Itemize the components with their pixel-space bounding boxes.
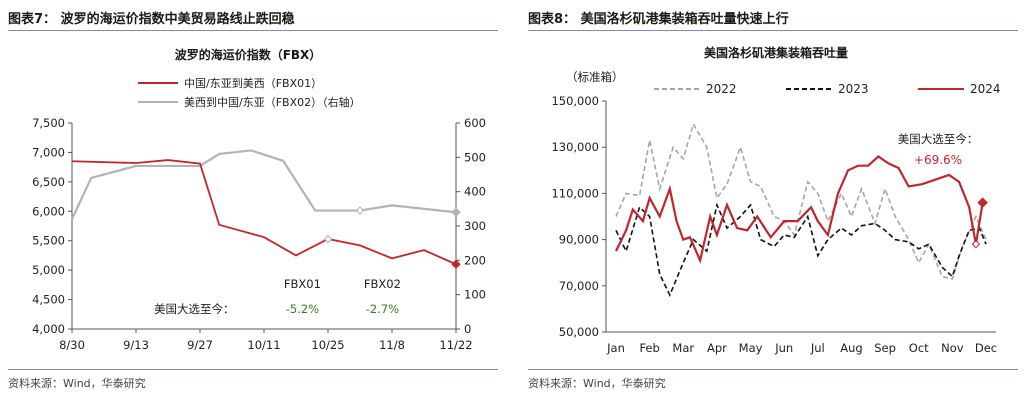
- x-tick-label: 10/11: [247, 338, 280, 352]
- annotation-row-label: 美国大选至今：: [154, 302, 235, 316]
- x-tick-label: Sep: [874, 341, 896, 355]
- y2-tick-label: 400: [464, 185, 486, 199]
- fbx01-election-marker: [323, 234, 333, 244]
- legend-label-2024: 2024: [970, 82, 1001, 96]
- x-tick-label: 11/22: [439, 338, 472, 352]
- right-source-note: 资料来源：Wind，华泰研究: [528, 377, 666, 390]
- x-tick-label: 8/30: [59, 338, 85, 352]
- left-panel-title: 图表7： 波罗的海运价指数中美贸易路线止跌回稳: [8, 12, 295, 27]
- x-tick-label: May: [739, 341, 763, 355]
- annotation-series-label: FBX01: [284, 277, 321, 291]
- x-tick-label: 10/25: [311, 338, 344, 352]
- annotation-value: -5.2%: [286, 302, 319, 316]
- series-line-fbx02: [71, 149, 457, 220]
- series-line-2023: [615, 202, 987, 297]
- y-tick-label: 5,500: [32, 234, 65, 248]
- x-tick-label: Jul: [810, 341, 825, 355]
- annotation-value: +69.6%: [914, 153, 962, 167]
- series-line-2024: [615, 155, 984, 264]
- right-chart: 美国洛杉矶港集装箱吞吐量 （标准箱） 2022 2023 2024 50,000 70,00…: [551, 45, 1001, 355]
- legend-label-1: 中国/东亚到美西（FBX01）: [184, 77, 322, 90]
- series-line-fbx01: [71, 159, 457, 266]
- y-tick-label: 4,000: [32, 322, 65, 336]
- fbx01-end-marker: [451, 259, 461, 269]
- fbx02-election-marker: [355, 206, 365, 215]
- right-footer-rule: [528, 369, 1018, 370]
- y2-tick-label: 500: [464, 150, 486, 164]
- y-tick-label: 130,000: [551, 140, 599, 154]
- x-tick-label: 9/27: [187, 338, 213, 352]
- series-line-2022: [615, 122, 987, 280]
- y-tick-label: 7,500: [32, 116, 65, 130]
- y-tick-label: 7,000: [32, 145, 65, 159]
- x-tick-label: Apr: [707, 341, 727, 355]
- left-chart: 波罗的海运价指数（FBX） 中国/东亚到美西（FBX01） 美西到中国/东亚（FBX…: [32, 47, 486, 352]
- x-tick-label: Nov: [941, 341, 964, 355]
- left-source-note: 资料来源：Wind，华泰研究: [8, 377, 146, 390]
- annotation-value: -2.7%: [366, 302, 399, 316]
- y-tick-label: 4,500: [32, 293, 65, 307]
- series-2024-election-marker: [971, 240, 981, 249]
- x-tick-label: Jan: [606, 341, 625, 355]
- y2-tick-label: 200: [464, 253, 486, 267]
- y-tick-label: 6,000: [32, 204, 65, 218]
- x-tick-label: 9/13: [123, 338, 149, 352]
- x-tick-label: Oct: [909, 341, 929, 355]
- legend-label-2023: 2023: [838, 82, 869, 96]
- annotation-label: 美国大选至今：: [898, 132, 979, 146]
- fbx02-end-marker: [451, 207, 461, 217]
- x-tick-label: Dec: [975, 341, 997, 355]
- y2-tick-label: 0: [464, 322, 471, 336]
- x-tick-label: Mar: [672, 341, 694, 355]
- y-tick-label: 5,000: [32, 263, 65, 277]
- chart-title: 波罗的海运价指数（FBX）: [175, 47, 322, 62]
- x-tick-label: Feb: [639, 341, 659, 355]
- y-unit-label: （标准箱）: [566, 70, 624, 84]
- chart-title: 美国洛杉矶港集装箱吞吐量: [704, 45, 848, 60]
- series-2024-end-marker: [977, 197, 988, 208]
- right-panel-title: 图表8： 美国洛杉矶港集装箱吞吐量快速上行: [528, 12, 789, 27]
- y2-tick-label: 600: [464, 116, 486, 130]
- y2-tick-label: 100: [464, 288, 486, 302]
- y2-tick-label: 300: [464, 219, 486, 233]
- y-tick-label: 70,000: [559, 279, 599, 293]
- x-tick-label: Aug: [840, 341, 862, 355]
- y-tick-label: 6,500: [32, 175, 65, 189]
- left-footer-rule: [8, 369, 498, 370]
- legend-label-2: 美西到中国/东亚（FBX02）（右轴）: [184, 95, 361, 109]
- y-tick-label: 50,000: [559, 325, 599, 339]
- left-header-rule: [8, 30, 498, 31]
- y-tick-label: 110,000: [551, 186, 599, 200]
- x-tick-label: Jun: [774, 341, 793, 355]
- y-tick-label: 90,000: [559, 233, 599, 247]
- y-tick-label: 150,000: [551, 94, 599, 108]
- x-tick-label: 11/8: [379, 338, 405, 352]
- annotation-series-label: FBX02: [364, 277, 401, 291]
- right-header-rule: [528, 30, 1018, 31]
- legend-label-2022: 2022: [706, 82, 737, 96]
